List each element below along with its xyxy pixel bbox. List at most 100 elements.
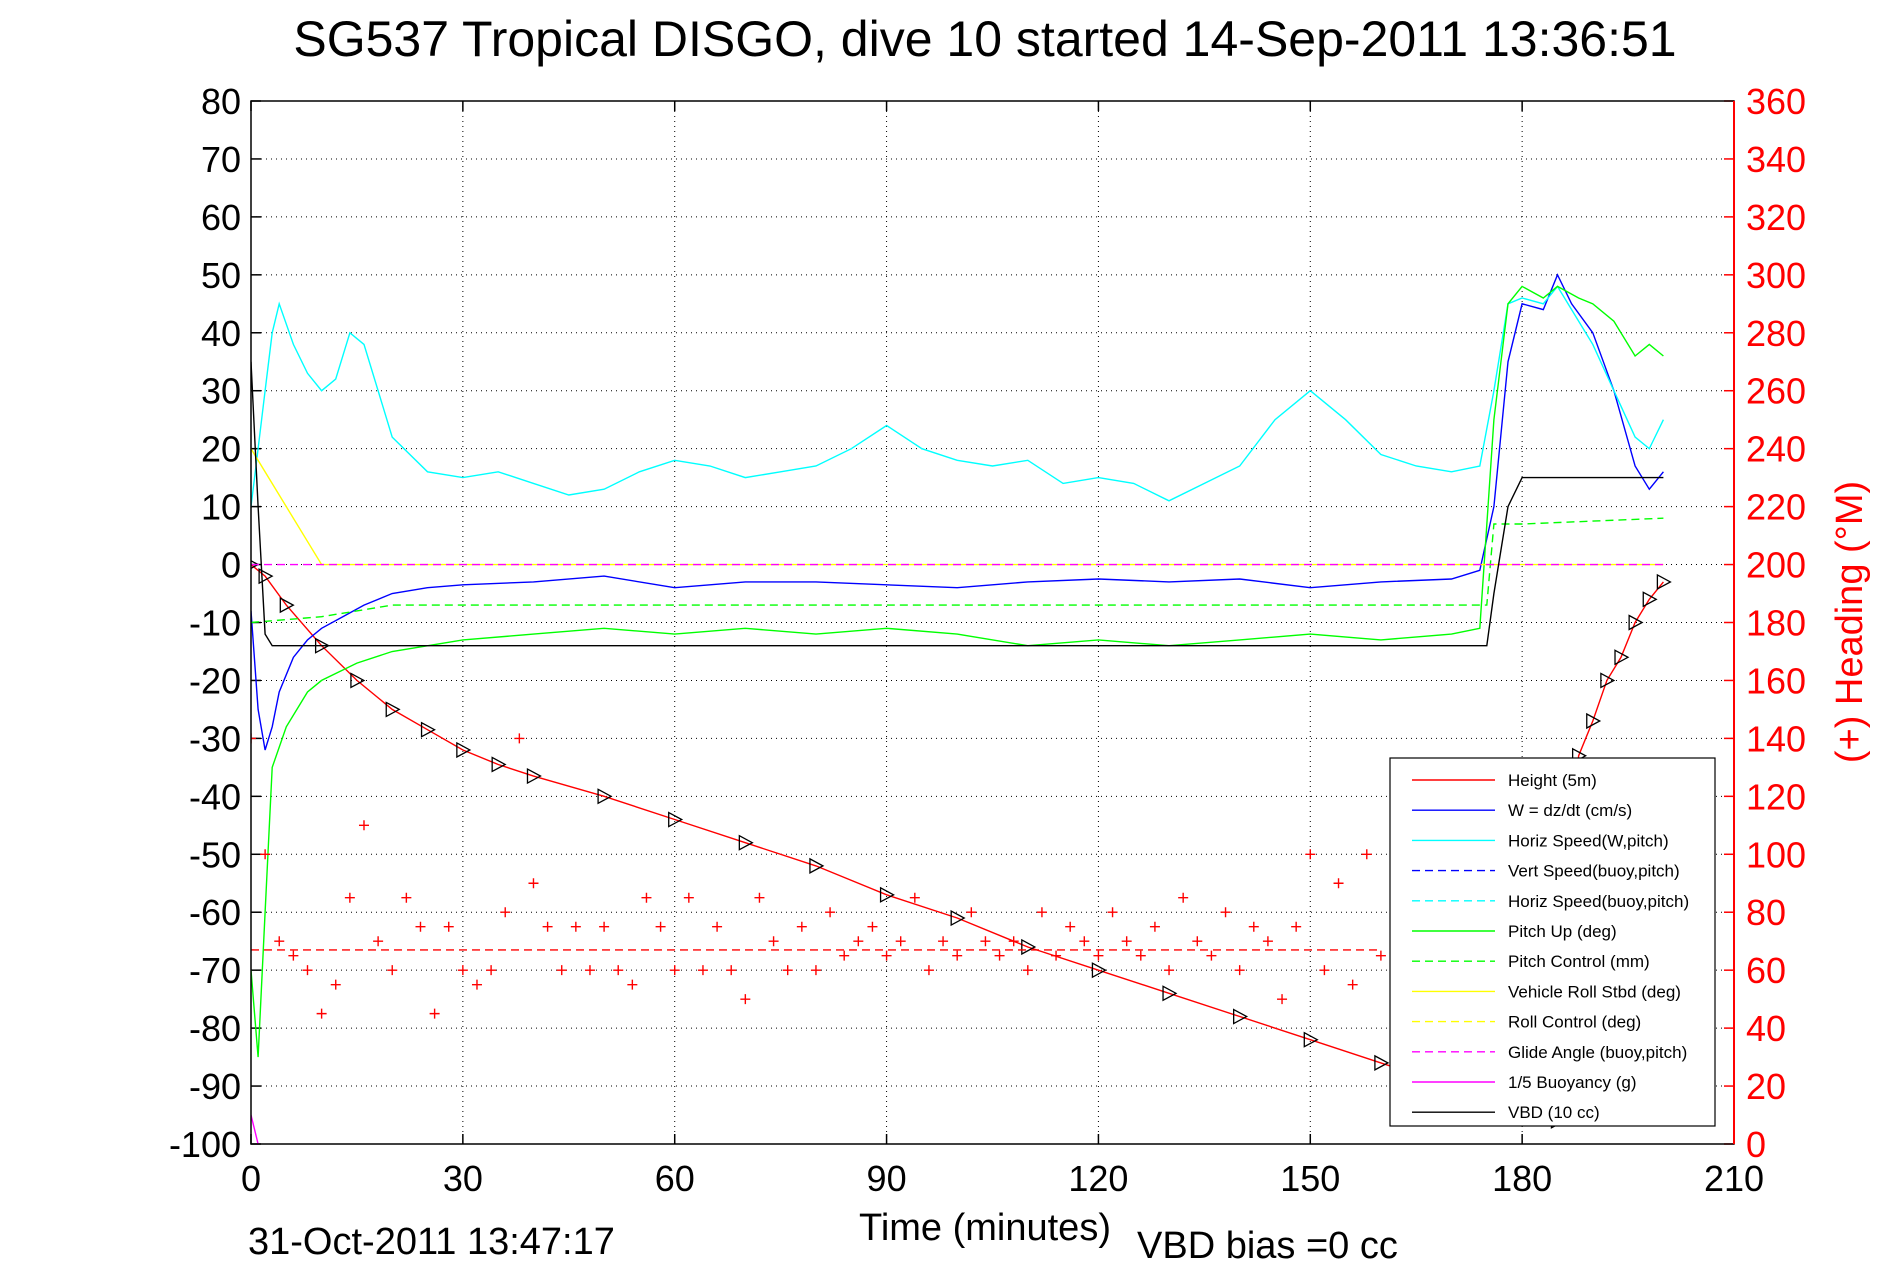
y-right-tick-label: 200 bbox=[1746, 545, 1806, 586]
heading-marker bbox=[768, 936, 779, 947]
heading-marker bbox=[514, 733, 525, 744]
heading-marker bbox=[1079, 936, 1090, 947]
heading-marker bbox=[1234, 965, 1245, 976]
y-right-tick-label: 0 bbox=[1746, 1124, 1766, 1165]
legend-label-horiz-speed-buoy-pitch: Horiz Speed(buoy,pitch) bbox=[1508, 892, 1689, 911]
x-tick-label: 150 bbox=[1280, 1158, 1340, 1199]
heading-marker bbox=[853, 936, 864, 947]
heading-marker bbox=[669, 965, 680, 976]
heading-marker bbox=[966, 907, 977, 918]
heading-marker bbox=[994, 950, 1005, 961]
heading-marker bbox=[923, 965, 934, 976]
legend-label-horiz-speed-w-pitch: Horiz Speed(W,pitch) bbox=[1508, 831, 1669, 850]
heading-marker bbox=[1262, 936, 1273, 947]
heading-marker bbox=[1022, 965, 1033, 976]
y-left-tick-label: 60 bbox=[201, 197, 241, 238]
legend-label-w-dz-dt-cm-s: W = dz/dt (cm/s) bbox=[1508, 801, 1632, 820]
legend-label-vbd-10-cc: VBD (10 cc) bbox=[1508, 1103, 1600, 1122]
height-marker bbox=[597, 788, 613, 805]
y-left-tick-label: 30 bbox=[201, 371, 241, 412]
heading-marker bbox=[457, 965, 468, 976]
heading-marker bbox=[330, 979, 341, 990]
heading-marker bbox=[825, 907, 836, 918]
series-vbd-10-cc bbox=[251, 361, 1664, 647]
heading-marker bbox=[570, 921, 581, 932]
heading-marker bbox=[810, 965, 821, 976]
y-left-tick-label: 0 bbox=[221, 545, 241, 586]
y-right-tick-label: 160 bbox=[1746, 660, 1806, 701]
heading-marker bbox=[655, 921, 666, 932]
heading-marker bbox=[1333, 878, 1344, 889]
y-right-tick-label: 120 bbox=[1746, 776, 1806, 817]
height-marker bbox=[738, 834, 754, 851]
heading-marker bbox=[726, 965, 737, 976]
height-marker bbox=[1374, 1054, 1390, 1071]
height-marker bbox=[491, 756, 507, 773]
height-marker bbox=[456, 741, 472, 759]
legend-label-pitch-up-deg: Pitch Up (deg) bbox=[1508, 922, 1617, 941]
height-marker bbox=[420, 721, 436, 738]
footer-date: 31-Oct-2011 13:47:17 bbox=[248, 1221, 615, 1262]
y-right-tick-label: 180 bbox=[1746, 603, 1806, 644]
heading-marker bbox=[1051, 950, 1062, 961]
y-right-tick-label: 140 bbox=[1746, 718, 1806, 759]
y-left-tick-label: 20 bbox=[201, 429, 241, 470]
legend: Height (5m) W = dz/dt (cm/s) Horiz Speed(W… bbox=[1389, 757, 1716, 1127]
x-tick-label: 30 bbox=[443, 1158, 483, 1199]
heading-marker bbox=[1277, 994, 1288, 1005]
height-marker bbox=[279, 597, 295, 614]
heading-marker bbox=[302, 965, 313, 976]
heading-marker bbox=[274, 936, 285, 947]
height-marker bbox=[1642, 591, 1658, 608]
y-left-tick-label: -100 bbox=[169, 1124, 241, 1165]
heading-marker bbox=[938, 936, 949, 947]
legend-label-height-5m: Height (5m) bbox=[1508, 771, 1597, 790]
heading-marker bbox=[401, 892, 412, 903]
heading-marker bbox=[251, 733, 256, 744]
height-marker bbox=[1586, 712, 1602, 730]
series-pitch-control-mm bbox=[251, 517, 1664, 624]
y-left-tick-label: 50 bbox=[201, 255, 241, 296]
y-right-tick-label: 340 bbox=[1746, 139, 1806, 180]
heading-marker bbox=[683, 892, 694, 903]
y-right-tick-label: 260 bbox=[1746, 371, 1806, 412]
legend-label-vert-speed-buoy-pitch: Vert Speed(buoy,pitch) bbox=[1508, 862, 1680, 881]
heading-marker bbox=[556, 965, 567, 976]
y-left-tick-label: 10 bbox=[201, 487, 241, 528]
y-right-tick-label: 320 bbox=[1746, 197, 1806, 238]
y-right-tick-label: 360 bbox=[1746, 81, 1806, 122]
heading-marker bbox=[1164, 965, 1175, 976]
footer-vbd-bias: VBD bias =0 cc bbox=[1137, 1225, 1398, 1262]
heading-marker bbox=[1291, 921, 1302, 932]
ticks: 0 30 60 90 120 150 180 21080706050403020100-10-… bbox=[169, 81, 1806, 1199]
heading-marker bbox=[641, 892, 652, 903]
heading-marker bbox=[1121, 936, 1132, 947]
legend-label-pitch-control-mm: Pitch Control (mm) bbox=[1508, 952, 1650, 971]
y-left-tick-label: 70 bbox=[201, 139, 241, 180]
x-tick-label: 120 bbox=[1068, 1158, 1128, 1199]
y-left-tick-label: -60 bbox=[189, 892, 241, 933]
height-marker bbox=[526, 767, 542, 785]
height-marker bbox=[1628, 614, 1644, 631]
height-marker bbox=[258, 568, 274, 585]
heading-marker bbox=[500, 907, 511, 918]
heading-marker bbox=[1305, 849, 1316, 860]
y-right-tick-label: 20 bbox=[1746, 1066, 1786, 1107]
heading-marker bbox=[1319, 965, 1330, 976]
heading-marker bbox=[697, 965, 708, 976]
height-marker bbox=[1233, 1008, 1249, 1025]
x-tick-label: 180 bbox=[1492, 1158, 1552, 1199]
y-left-tick-label: 80 bbox=[201, 81, 241, 122]
heading-marker bbox=[387, 965, 398, 976]
heading-marker bbox=[909, 892, 920, 903]
heading-marker bbox=[796, 921, 807, 932]
height-marker bbox=[1303, 1031, 1319, 1048]
series-w-dz-dt-cm-s bbox=[251, 273, 1664, 751]
y-axis-right-label: (+) Heading (°M) bbox=[1829, 481, 1871, 763]
heading-marker bbox=[288, 950, 299, 961]
heading-marker bbox=[486, 965, 497, 976]
y-left-tick-label: -70 bbox=[189, 950, 241, 991]
height-marker bbox=[809, 857, 825, 874]
y-left-tick-label: 40 bbox=[201, 313, 241, 354]
